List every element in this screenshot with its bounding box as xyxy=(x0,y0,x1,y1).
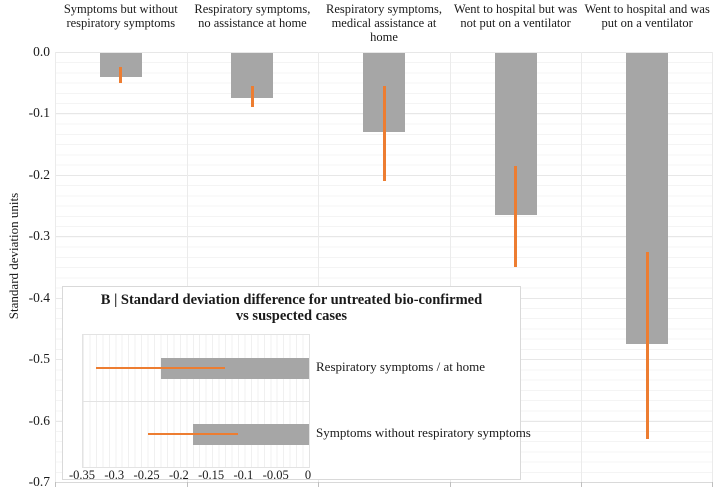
category-boundary-gridline xyxy=(186,52,188,482)
x-axis-tick xyxy=(318,482,320,487)
error-bar xyxy=(382,85,386,181)
inset-x-tick-label: 0 xyxy=(304,468,312,482)
y-tick-label: 0.0 xyxy=(33,44,50,59)
y-tick-label: -0.3 xyxy=(28,228,50,244)
inset-x-tick-label: -0.25 xyxy=(133,468,160,482)
inset-x-tick-label: -0.15 xyxy=(198,468,225,482)
category-label: Respiratory symptoms, no assistance at h… xyxy=(194,2,311,30)
inset-x-tick-label: -0.3 xyxy=(104,468,125,482)
category-label: Went to hospital but was not put on a ve… xyxy=(453,2,578,30)
category-boundary-gridline xyxy=(712,52,713,482)
inset-title: B | Standard deviation difference for un… xyxy=(100,292,483,325)
error-bar xyxy=(250,85,254,108)
inset-x-tick-label: -0.35 xyxy=(68,468,96,482)
inset-plot-area xyxy=(82,334,310,468)
y-tick-label: -0.2 xyxy=(28,166,50,182)
error-bar xyxy=(147,433,238,435)
category-label: Went to hospital and was put on a ventil… xyxy=(584,2,710,30)
x-axis-tick xyxy=(581,482,583,487)
category-boundary-gridline xyxy=(318,52,320,482)
category-boundary-gridline xyxy=(581,52,583,482)
x-axis-tick xyxy=(186,482,188,487)
category-label: Symptoms but without respiratory symptom… xyxy=(63,2,178,30)
inset-category-label: Respiratory symptoms / at home xyxy=(316,359,485,374)
bar xyxy=(99,53,142,77)
y-tick-label: -0.6 xyxy=(28,412,50,428)
zero-line xyxy=(55,52,713,53)
inset-x-tick-label: -0.1 xyxy=(233,468,254,482)
error-bar xyxy=(645,251,649,439)
inset-panel-b: B | Standard deviation difference for un… xyxy=(62,286,531,482)
category-axis-labels: Symptoms but without respiratory symptom… xyxy=(55,2,713,50)
bar xyxy=(160,357,309,379)
x-axis-tick xyxy=(55,482,56,487)
row-divider-gridline xyxy=(83,401,309,402)
inset-x-tick-label: -0.2 xyxy=(168,468,189,482)
category-boundary-gridline xyxy=(449,52,451,482)
y-tick-label: -0.5 xyxy=(28,351,50,367)
inset-category-label: Symptoms without respiratory symptoms xyxy=(316,425,531,440)
bar xyxy=(192,423,309,445)
error-bar xyxy=(95,367,226,369)
y-tick-label: -0.1 xyxy=(28,105,50,121)
category-label: Respiratory symptoms, medical assistance… xyxy=(326,2,442,44)
error-bar xyxy=(514,165,518,267)
x-axis-tick xyxy=(712,482,713,487)
x-axis-line xyxy=(55,482,713,483)
y-tick-label: -0.7 xyxy=(28,474,50,489)
y-tick-label: -0.4 xyxy=(28,289,50,305)
inset-x-tick-label: -0.05 xyxy=(262,468,289,482)
category-boundary-gridline xyxy=(55,52,56,482)
x-axis-tick xyxy=(449,482,451,487)
error-bar xyxy=(119,67,123,83)
gridline xyxy=(55,236,713,238)
